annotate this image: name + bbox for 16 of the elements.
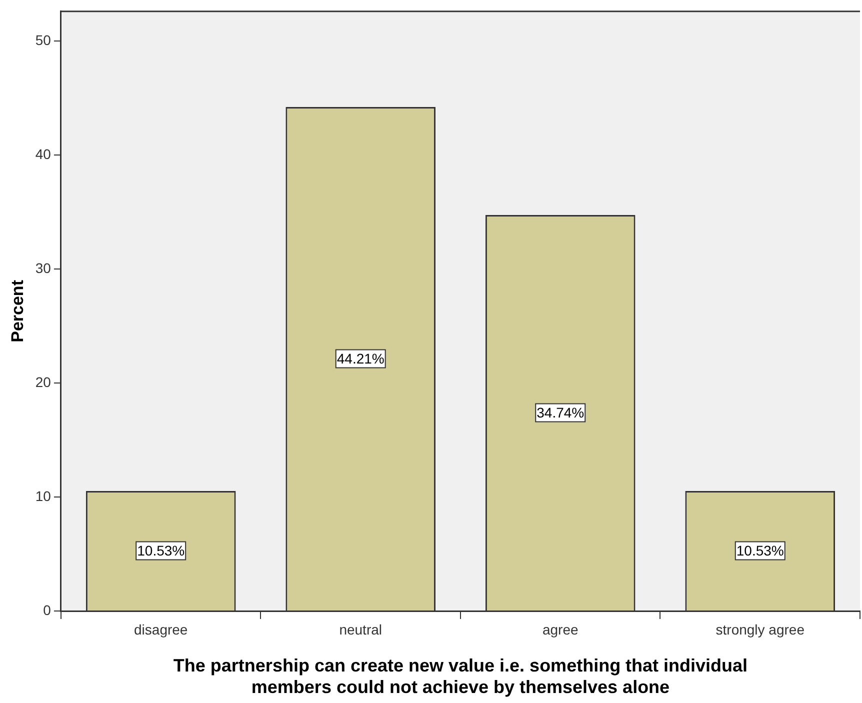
y-tick-label: 20 [35, 374, 52, 390]
x-axis-title: The partnership can create new value i.e. something that individual members could not achieve by themselves alone [173, 656, 748, 698]
data-label: 34.74% [536, 404, 584, 421]
x-tick-label: strongly agree [716, 621, 805, 638]
data-label: 10.53% [736, 542, 784, 559]
data-label: 44.21% [336, 350, 384, 367]
x-tick-label: agree [542, 621, 578, 638]
y-tick-label: 0 [43, 602, 52, 618]
y-tick-label: 50 [35, 32, 52, 48]
data-label: 10.53% [137, 542, 185, 559]
y-tick-label: 40 [35, 146, 52, 162]
x-tick-label: disagree [134, 621, 188, 638]
y-tick-label: 30 [35, 260, 52, 276]
y-axis-title: Percent [8, 280, 27, 342]
y-tick-label: 10 [35, 488, 52, 504]
x-tick-label: neutral [339, 621, 382, 638]
